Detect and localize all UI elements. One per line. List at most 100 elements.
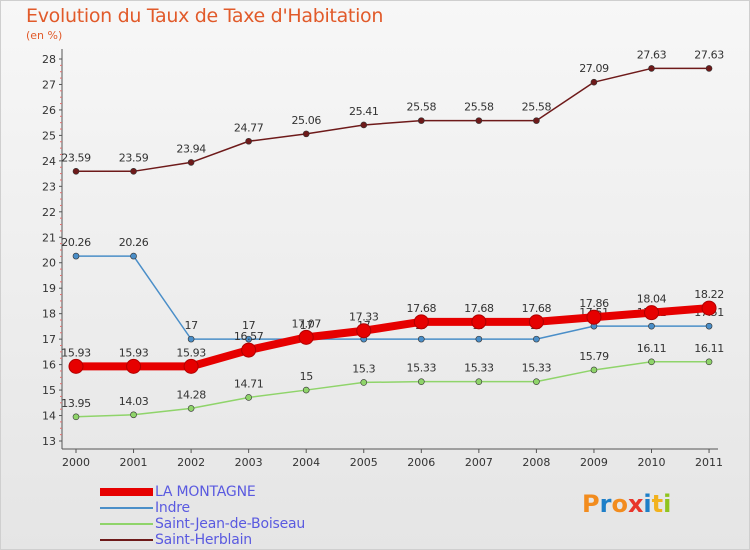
legend-swatch bbox=[100, 488, 153, 496]
data-label: 20.26 bbox=[119, 236, 149, 249]
data-point bbox=[356, 323, 372, 339]
data-label: 16.57 bbox=[234, 330, 264, 343]
data-point bbox=[475, 117, 483, 124]
data-point bbox=[68, 358, 84, 374]
data-label: 15.33 bbox=[407, 362, 437, 375]
data-label: 27.63 bbox=[694, 48, 724, 61]
y-tick-label: 27 bbox=[42, 78, 56, 91]
data-label: 17 bbox=[184, 319, 198, 332]
data-label: 13.95 bbox=[61, 397, 91, 410]
data-label: 15.93 bbox=[119, 346, 149, 359]
chart-legend: LA MONTAGNE Indre Saint-Jean-de-Boiseau Sai… bbox=[100, 484, 400, 548]
x-tick-label: 2007 bbox=[465, 456, 493, 469]
x-tick-label: 2011 bbox=[695, 456, 723, 469]
x-tick-label: 2000 bbox=[62, 456, 90, 469]
data-label: 16.11 bbox=[694, 342, 724, 355]
y-tick-label: 26 bbox=[42, 104, 56, 117]
data-point bbox=[417, 335, 425, 343]
data-point bbox=[130, 168, 137, 175]
data-label: 17 bbox=[300, 319, 314, 332]
legend-item: LA MONTAGNE bbox=[100, 484, 400, 500]
data-label: 15.33 bbox=[464, 362, 494, 375]
data-point bbox=[130, 411, 137, 419]
data-point bbox=[360, 379, 368, 386]
data-point bbox=[413, 314, 429, 330]
data-label: 17.68 bbox=[522, 302, 552, 315]
data-point bbox=[533, 378, 540, 385]
data-label: 18.04 bbox=[637, 293, 667, 306]
data-label: 25.06 bbox=[291, 114, 321, 127]
data-point bbox=[417, 378, 425, 385]
data-point bbox=[187, 159, 195, 166]
data-label: 17.68 bbox=[464, 302, 494, 315]
x-tick-label: 2004 bbox=[292, 456, 320, 469]
data-label: 15.93 bbox=[176, 346, 206, 359]
data-point bbox=[302, 386, 310, 394]
data-point bbox=[245, 335, 252, 343]
data-label: 17 bbox=[242, 319, 256, 332]
y-tick-label: 13 bbox=[42, 435, 56, 448]
data-label: 17.33 bbox=[349, 311, 379, 324]
data-label: 23.94 bbox=[176, 142, 206, 155]
data-point bbox=[471, 314, 487, 330]
x-tick-label: 2010 bbox=[638, 456, 666, 469]
x-tick-label: 2006 bbox=[407, 456, 435, 469]
data-point bbox=[298, 329, 314, 345]
legend-label: Saint-Herblain bbox=[155, 532, 252, 548]
legend-label: LA MONTAGNE bbox=[155, 484, 256, 500]
data-label: 15.93 bbox=[61, 346, 91, 359]
data-point bbox=[590, 78, 598, 86]
data-label: 14.71 bbox=[234, 377, 264, 390]
y-tick-label: 21 bbox=[42, 231, 56, 244]
y-tick-label: 19 bbox=[42, 282, 56, 295]
data-label: 27.63 bbox=[637, 48, 667, 61]
data-point bbox=[533, 335, 540, 343]
data-point bbox=[648, 358, 655, 366]
data-point bbox=[72, 413, 80, 421]
data-point bbox=[475, 335, 483, 343]
data-point bbox=[705, 65, 713, 72]
data-label: 25.58 bbox=[522, 101, 552, 114]
data-label: 25.58 bbox=[407, 101, 437, 114]
legend-swatch bbox=[100, 539, 153, 541]
data-label: 15 bbox=[300, 370, 314, 383]
data-label: 24.77 bbox=[234, 121, 264, 134]
y-tick-label: 24 bbox=[42, 155, 56, 168]
data-label: 18.22 bbox=[694, 288, 724, 301]
data-point bbox=[417, 117, 425, 124]
data-point bbox=[183, 358, 199, 374]
data-point bbox=[72, 252, 80, 260]
data-label: 14.03 bbox=[119, 395, 149, 408]
data-label: 17.68 bbox=[407, 302, 437, 315]
proxiti-logo: Proxiti bbox=[582, 490, 672, 518]
data-point bbox=[590, 366, 598, 374]
legend-item: Saint-Herblain bbox=[100, 532, 400, 548]
x-tick-label: 2003 bbox=[235, 456, 263, 469]
y-tick-label: 17 bbox=[42, 333, 56, 346]
legend-swatch bbox=[100, 507, 153, 509]
chart-unit-label: (en %) bbox=[26, 29, 63, 42]
data-label: 27.09 bbox=[579, 62, 609, 75]
x-tick-label: 2009 bbox=[580, 456, 608, 469]
y-tick-label: 23 bbox=[42, 180, 56, 193]
data-point bbox=[705, 322, 713, 330]
data-label: 15.33 bbox=[522, 362, 552, 375]
series-line-la-montagne bbox=[76, 304, 710, 371]
x-tick-label: 2001 bbox=[120, 456, 148, 469]
data-label: 14.28 bbox=[176, 388, 206, 401]
data-point bbox=[586, 309, 602, 325]
y-tick-label: 22 bbox=[42, 206, 56, 219]
x-tick-label: 2002 bbox=[177, 456, 205, 469]
data-point bbox=[187, 405, 195, 412]
data-point bbox=[528, 314, 544, 330]
series-line-indre bbox=[76, 255, 710, 340]
data-point bbox=[187, 335, 195, 343]
legend-label: Indre bbox=[155, 500, 190, 516]
y-tick-label: 18 bbox=[42, 308, 56, 321]
y-tick-label: 28 bbox=[42, 53, 56, 66]
data-point bbox=[360, 121, 368, 129]
x-tick-label: 2005 bbox=[350, 456, 378, 469]
data-point bbox=[475, 378, 483, 385]
